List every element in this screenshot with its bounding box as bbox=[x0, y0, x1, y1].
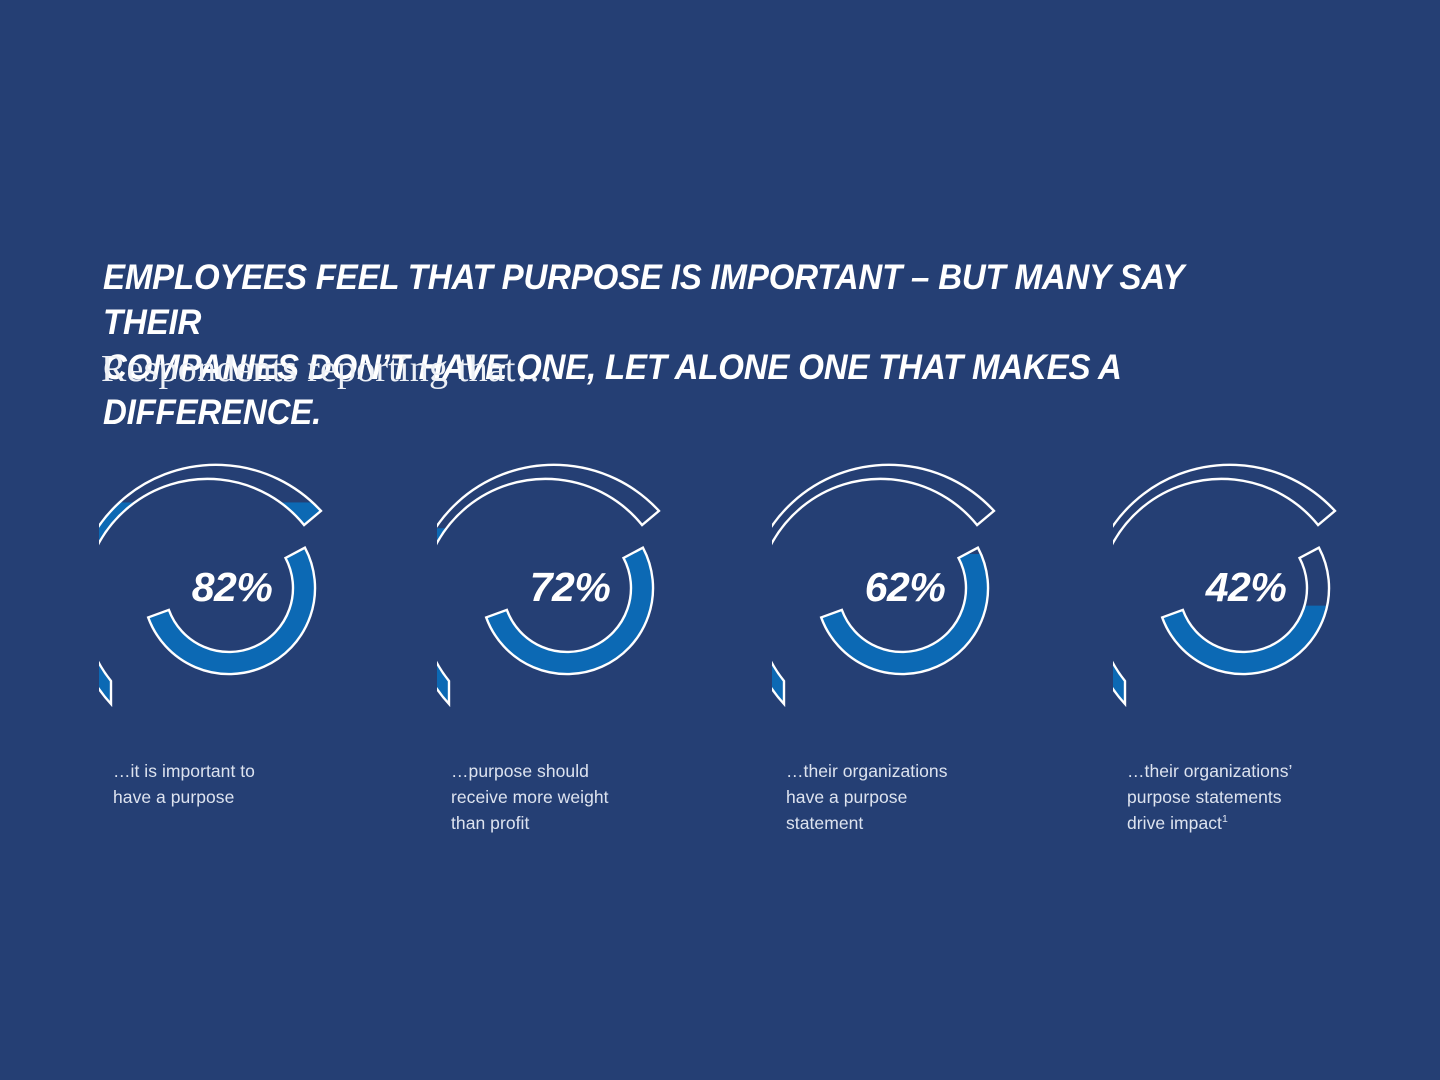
gauge-outer-arc bbox=[437, 463, 661, 708]
gauge-caption-text: …their organizations have a purpose stat… bbox=[786, 761, 948, 833]
gauge-card-62: 62% …their organizations have a purpose s… bbox=[772, 440, 1112, 860]
gauge-card-72: 72% …purpose should receive more weight t… bbox=[437, 440, 777, 860]
footnote-marker: 1 bbox=[1221, 813, 1228, 826]
gauge-card-82: 82% …it is important to have a purpose bbox=[99, 440, 439, 860]
gauge-caption: …purpose should receive more weight than… bbox=[451, 758, 701, 836]
subtitle: Respondents reporting that… bbox=[101, 348, 554, 390]
gauge-dial-icon bbox=[772, 440, 1032, 730]
gauge-caption: …it is important to have a purpose bbox=[113, 758, 363, 810]
gauge-outer-arc bbox=[772, 463, 996, 708]
gauge-dial-icon bbox=[1113, 440, 1373, 730]
page-title: EMPLOYEES FEEL THAT PURPOSE IS IMPORTANT… bbox=[103, 256, 1184, 432]
gauge-card-42: 42% …their organizations’ purpose stateme… bbox=[1113, 440, 1440, 860]
gauge-track bbox=[1113, 605, 1335, 704]
gauge-inner-arc bbox=[819, 546, 990, 676]
gauge-dial-icon bbox=[437, 440, 697, 730]
gauge-outer-arc bbox=[99, 463, 323, 708]
gauge-dial-icon bbox=[99, 440, 359, 730]
gauge-inner-arc bbox=[1160, 546, 1331, 676]
gauge-inner-arc bbox=[146, 546, 317, 676]
gauge-track bbox=[99, 502, 321, 704]
gauge-fill-level bbox=[99, 502, 321, 704]
gauge-caption: …their organizations’ purpose statements… bbox=[1127, 758, 1377, 836]
gauge-fill-level bbox=[1113, 605, 1335, 704]
gauge-fill-level bbox=[772, 554, 994, 704]
gauge-fill-level bbox=[437, 528, 659, 704]
gauge-outer-arc bbox=[1113, 463, 1337, 708]
gauge-caption-text: …their organizations’ purpose statements… bbox=[1127, 761, 1293, 833]
gauge-caption-text: …it is important to have a purpose bbox=[113, 761, 255, 807]
gauge-track bbox=[772, 554, 994, 704]
gauge-caption: …their organizations have a purpose stat… bbox=[786, 758, 1036, 836]
gauge-group: 82% …it is important to have a purpose 72… bbox=[0, 440, 1440, 860]
gauge-track bbox=[437, 528, 659, 704]
gauge-caption-text: …purpose should receive more weight than… bbox=[451, 761, 609, 833]
gauge-inner-arc bbox=[484, 546, 655, 676]
